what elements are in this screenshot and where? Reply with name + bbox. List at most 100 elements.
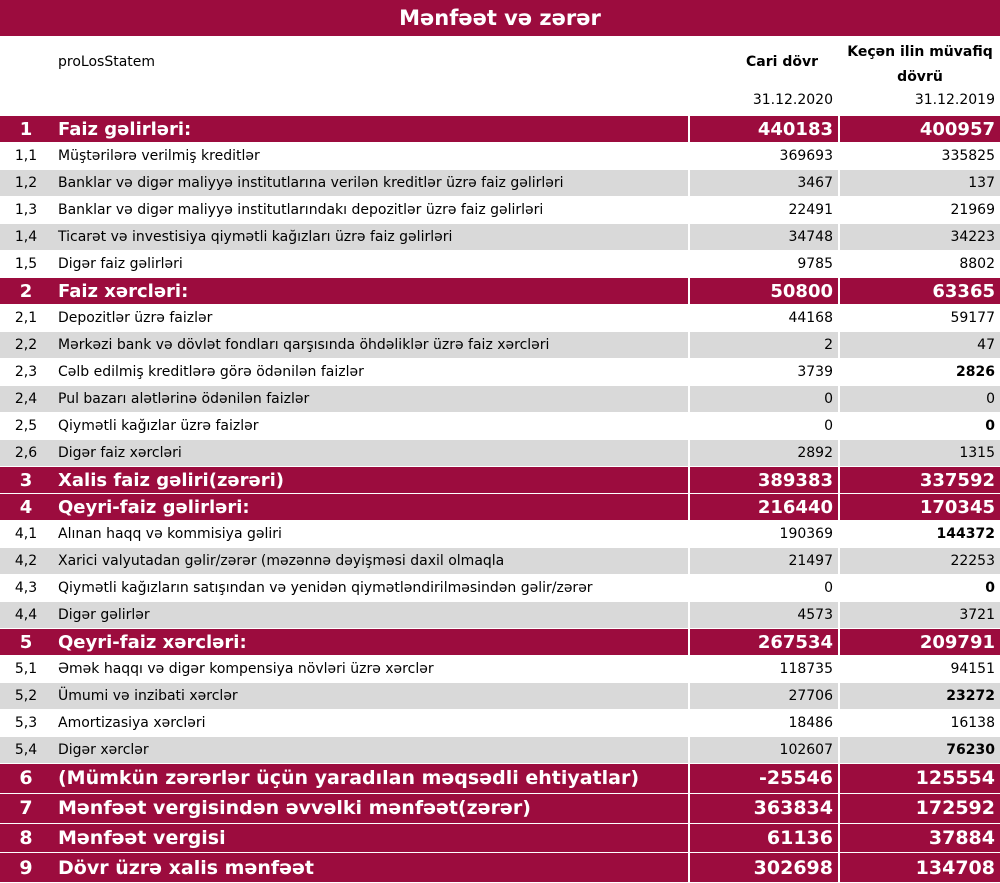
row-label: Qiymətli kağızlar üzrə faizlər — [58, 418, 259, 434]
current-value: 118735 — [688, 656, 838, 682]
row-number: 1,5 — [14, 256, 38, 272]
row-label: Digər faiz xərcləri — [58, 445, 182, 461]
row-label: Digər faiz gəlirləri — [58, 256, 183, 272]
current-value: 363834 — [688, 793, 838, 823]
row-number: 9 — [19, 856, 33, 879]
row-number: 7 — [19, 797, 33, 820]
row-label: Qiymətli kağızların satışından və yenidə… — [58, 580, 593, 596]
table-row: 4,4 Digər gəlirlər 4573 3721 — [0, 602, 1000, 628]
current-value: 0 — [688, 575, 838, 601]
prior-value: 16138 — [838, 710, 1000, 736]
table-row: 1,5 Digər faiz gəlirləri 9785 8802 — [0, 251, 1000, 277]
header-label: proLosStatem — [58, 54, 156, 70]
prior-value: 22253 — [838, 548, 1000, 574]
prior-value: 137 — [838, 170, 1000, 196]
current-value: 2 — [688, 332, 838, 358]
current-value: 3739 — [688, 359, 838, 385]
table-row: 2,3 Cəlb edilmiş kreditlərə görə ödənilən… — [0, 359, 1000, 385]
row-number: 1,4 — [14, 229, 38, 245]
row-number: 1,3 — [14, 202, 38, 218]
table-row: 2,1 Depozitlər üzrə faizlər 44168 59177 — [0, 305, 1000, 331]
row-label: Faiz xərcləri: — [58, 280, 189, 302]
row-label: Xalis faiz gəliri(zərəri) — [58, 469, 284, 491]
prior-value: 134708 — [838, 853, 1000, 882]
row-number: 1,1 — [14, 148, 38, 164]
current-value: 0 — [688, 413, 838, 439]
row-number: 5,2 — [14, 688, 38, 704]
current-value: 216440 — [688, 494, 838, 520]
current-date: 31.12.2020 — [752, 92, 833, 108]
table-row: 5,4 Digər xərclər 102607 76230 — [0, 737, 1000, 763]
prior-value: 172592 — [838, 793, 1000, 823]
row-label: Amortizasiya xərcləri — [58, 715, 206, 731]
row-label: Digər gəlirlər — [58, 607, 150, 623]
current-value: 267534 — [688, 629, 838, 655]
current-value: 440183 — [688, 116, 838, 142]
row-label: Qeyri-faiz xərcləri: — [58, 631, 247, 653]
row-label: Ümumi və inzibati xərclər — [58, 688, 238, 704]
row-label: Ticarət və investisiya qiymətli kağızlar… — [58, 229, 453, 245]
row-label: Müştərilərə verilmiş kreditlər — [58, 148, 260, 164]
current-value: 369693 — [688, 143, 838, 169]
row-number: 2,4 — [14, 391, 38, 407]
prior-value: 37884 — [838, 823, 1000, 853]
table-row: 2,5 Qiymətli kağızlar üzrə faizlər 0 0 — [0, 413, 1000, 439]
prior-value: 3721 — [838, 602, 1000, 628]
row-label: Dövr üzrə xalis mənfəət — [58, 856, 315, 879]
row-label: Pul bazarı alətlərinə ödənilən faizlər — [58, 391, 310, 407]
table-row: 1,3 Banklar və digər maliyyə institutları… — [0, 197, 1000, 223]
row-number: 4,1 — [14, 526, 38, 542]
table-row: 3 Xalis faiz gəliri(zərəri) 389383 337592 — [0, 467, 1000, 493]
prior-value: 0 — [838, 575, 1000, 601]
table-row: 4,2 Xarici valyutadan gəlir/zərər (məzənn… — [0, 548, 1000, 574]
prior-value: 94151 — [838, 656, 1000, 682]
row-label: Faiz gəlirləri: — [58, 118, 192, 140]
table-row: 2,2 Mərkəzi bank və dövlət fondları qarşı… — [0, 332, 1000, 358]
prior-value: 63365 — [838, 278, 1000, 304]
current-value: 34748 — [688, 224, 838, 250]
table-row: 4,1 Alınan haqq və kommisiya gəliri 190369… — [0, 521, 1000, 547]
prior-value: 8802 — [838, 251, 1000, 277]
prior-value: 209791 — [838, 629, 1000, 655]
table-row: 2,4 Pul bazarı alətlərinə ödənilən faizlə… — [0, 386, 1000, 412]
prior-header: Keçən ilin müvafiq dövrü — [847, 44, 993, 85]
row-number: 1 — [19, 118, 33, 140]
row-label: Banklar və digər maliyyə institutlarına … — [58, 175, 564, 191]
table-row: 4,3 Qiymətli kağızların satışından və yen… — [0, 575, 1000, 601]
row-number: 4 — [19, 496, 33, 518]
current-value: 22491 — [688, 197, 838, 223]
prior-value: 21969 — [838, 197, 1000, 223]
row-label: Cəlb edilmiş kreditlərə görə ödənilən fa… — [58, 364, 364, 380]
row-number: 6 — [19, 767, 33, 790]
current-value: 4573 — [688, 602, 838, 628]
prior-value: 0 — [838, 386, 1000, 412]
table-row: 1,2 Banklar və digər maliyyə institutları… — [0, 170, 1000, 196]
current-value: 102607 — [688, 737, 838, 763]
current-header: Cari dövr — [746, 54, 818, 70]
current-value: 27706 — [688, 683, 838, 709]
table-row: 7 Mənfəət vergisindən əvvəlki mənfəət(zər… — [0, 793, 1000, 823]
prior-value: 170345 — [838, 494, 1000, 520]
row-label: Banklar və digər maliyyə institutlarında… — [58, 202, 544, 218]
row-number: 5 — [19, 631, 33, 653]
row-number: 8 — [19, 826, 33, 849]
prior-value: 0 — [838, 413, 1000, 439]
current-value: 302698 — [688, 853, 838, 882]
prior-value: 1315 — [838, 440, 1000, 466]
row-number: 2,3 — [14, 364, 38, 380]
prior-value: 59177 — [838, 305, 1000, 331]
row-label: Mənfəət vergisi — [58, 826, 226, 849]
row-number: 5,1 — [14, 661, 38, 677]
row-number: 2,5 — [14, 418, 38, 434]
table-row: 6 (Mümkün zərərlər üçün yaradılan məqsədl… — [0, 764, 1000, 793]
table-row: 1,1 Müştərilərə verilmiş kreditlər 369693 3… — [0, 143, 1000, 169]
table-row: 2,6 Digər faiz xərcləri 2892 1315 — [0, 440, 1000, 466]
current-value: 9785 — [688, 251, 838, 277]
row-label: Digər xərclər — [58, 742, 149, 758]
row-number: 2,1 — [14, 310, 38, 326]
prior-value: 337592 — [838, 467, 1000, 493]
row-label: Mənfəət vergisindən əvvəlki mənfəət(zərə… — [58, 797, 531, 820]
table-row: 1 Faiz gəlirləri: 440183 400957 — [0, 116, 1000, 142]
row-number: 1,2 — [14, 175, 38, 191]
